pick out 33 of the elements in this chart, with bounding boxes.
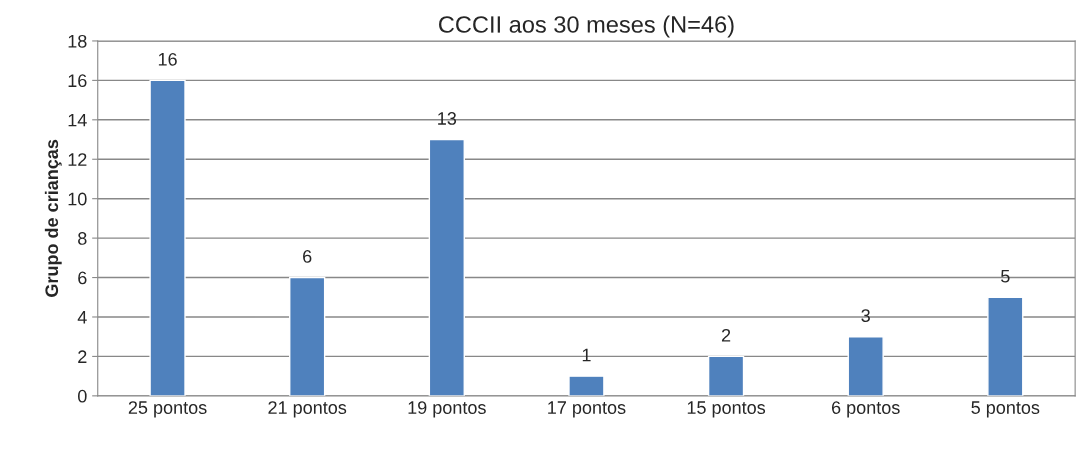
data-label: 16: [158, 52, 177, 66]
data-label: 5: [1001, 269, 1010, 283]
y-tick-label: 2: [78, 350, 87, 363]
y-tick-label: 10: [68, 192, 87, 206]
data-label: 3: [861, 309, 870, 323]
y-tick-label: 18: [68, 34, 87, 48]
bar: [847, 336, 884, 396]
bar: [987, 296, 1024, 396]
bar: [289, 276, 326, 396]
data-label: 6: [303, 250, 312, 263]
x-tick-label: 25 pontos: [128, 401, 207, 418]
x-tick-label: 17 pontos: [548, 401, 626, 418]
y-tick-label: 8: [78, 232, 87, 245]
y-tick-label: 0: [77, 389, 87, 403]
x-tick-label: 15 pontos: [687, 401, 766, 418]
bar: [428, 138, 465, 396]
data-label: 1: [582, 348, 591, 362]
y-tick-label: 6: [78, 271, 87, 285]
bar: [149, 79, 186, 396]
y-axis-title: Grupo de crianças: [44, 139, 62, 297]
x-tick-label: 19 pontos: [408, 401, 486, 418]
bar: [707, 355, 745, 396]
x-tick-label: 5 pontos: [971, 401, 1040, 418]
x-tick-label: 21 pontos: [268, 401, 347, 418]
y-tick-label: 4: [77, 311, 87, 324]
bar: [568, 375, 605, 396]
y-tick-label: 14: [68, 113, 87, 127]
data-label: 2: [721, 328, 731, 342]
data-label: 13: [438, 112, 457, 125]
y-tick-label: 12: [68, 153, 87, 166]
x-tick-label: 6 pontos: [831, 401, 900, 418]
chart-title: CCCII aos 30 meses (N=46): [439, 15, 734, 38]
y-tick-label: 16: [68, 74, 87, 88]
